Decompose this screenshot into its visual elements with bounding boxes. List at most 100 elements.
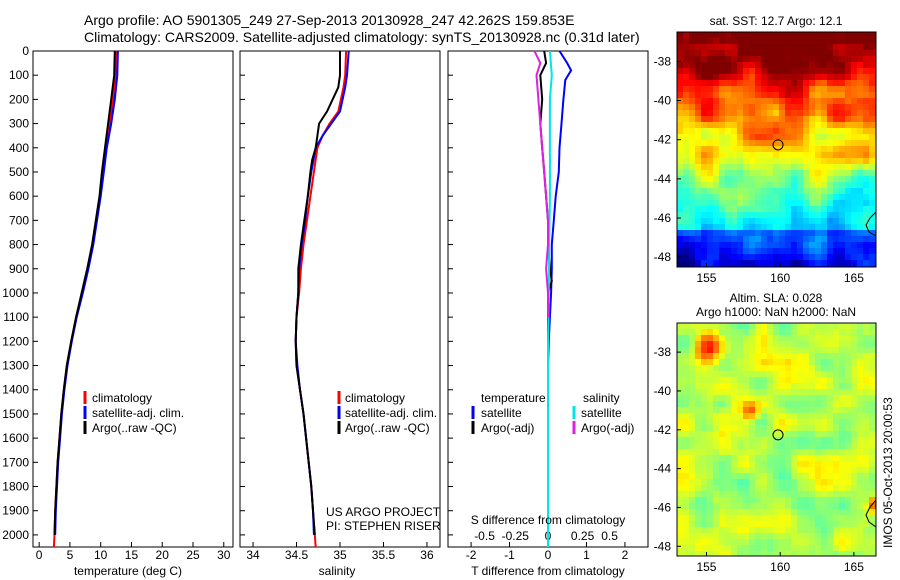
heatmap-cell (833, 359, 840, 366)
heatmap-cell (683, 515, 690, 522)
heatmap-cell (677, 413, 684, 420)
heatmap-cell (845, 152, 852, 159)
heatmap-cell (863, 473, 870, 480)
heatmap-cell (845, 425, 852, 432)
heatmap-cell (731, 128, 738, 135)
heatmap-cell (803, 146, 810, 153)
heatmap-cell (725, 533, 732, 540)
heatmap-cell (755, 431, 762, 438)
heatmap-cell (779, 509, 786, 516)
heatmap-cell (725, 140, 732, 147)
heatmap-cell (707, 170, 714, 177)
heatmap-cell (851, 515, 858, 522)
heatmap-cell (737, 86, 744, 93)
heatmap-cell (719, 503, 726, 510)
heatmap-cell (701, 158, 708, 165)
heatmap-cell (695, 335, 702, 342)
heatmap-cell (785, 80, 792, 87)
heatmap-cell (803, 551, 810, 556)
heatmap-cell (755, 224, 762, 231)
heatmap-cell (797, 353, 804, 360)
heatmap-cell (821, 50, 828, 57)
sla-map-frame (676, 322, 877, 557)
heatmap-cell (767, 503, 774, 510)
heatmap-cell (677, 533, 684, 540)
heatmap-cell (677, 260, 684, 267)
heatmap-cell (689, 56, 696, 63)
heatmap-cell (839, 509, 846, 516)
heatmap-cell (773, 152, 780, 159)
heatmap-cell (737, 443, 744, 450)
heatmap-cell (701, 533, 708, 540)
heatmap-cell (857, 122, 864, 129)
heatmap-cell (731, 254, 738, 261)
heatmap-cell (677, 80, 684, 87)
heatmap-cell (803, 38, 810, 45)
heatmap-cell (689, 407, 696, 414)
legend-label-sal-satellite: satellite (581, 406, 622, 420)
heatmap-cell (701, 248, 708, 255)
heatmap-cell (809, 413, 816, 420)
heatmap-cell (743, 467, 750, 474)
heatmap-cell (797, 413, 804, 420)
heatmap-cell (677, 335, 684, 342)
heatmap-cell (815, 110, 822, 117)
heatmap-cell (797, 248, 804, 255)
heatmap-cell (755, 515, 762, 522)
heatmap-cell (677, 341, 684, 348)
heatmap-cell (785, 389, 792, 396)
heatmap-cell (683, 122, 690, 129)
heatmap-cell (851, 236, 858, 243)
heatmap-cell (701, 50, 708, 57)
heatmap-cell (857, 467, 864, 474)
heatmap-cell (851, 443, 858, 450)
heatmap-cell (749, 479, 756, 486)
heatmap-cell (869, 335, 876, 342)
heatmap-cell (821, 533, 828, 540)
heatmap-cell (779, 170, 786, 177)
heatmap-cell (857, 140, 864, 147)
heatmap-cell (857, 188, 864, 195)
heatmap-cell (737, 128, 744, 135)
heatmap-cell (779, 473, 786, 480)
heatmap-cell (791, 431, 798, 438)
heatmap-cell (839, 218, 846, 225)
heatmap-cell (869, 260, 876, 267)
heatmap-cell (677, 479, 684, 486)
heatmap-cell (845, 545, 852, 552)
heatmap-cell (827, 371, 834, 378)
heatmap-cell (791, 236, 798, 243)
heatmap-cell (803, 515, 810, 522)
heatmap-cell (863, 50, 870, 57)
x-tick-label: 2 (622, 548, 629, 562)
heatmap-cell (863, 383, 870, 390)
heatmap-cell (845, 212, 852, 219)
heatmap-cell (851, 473, 858, 480)
heatmap-cell (815, 527, 822, 534)
heatmap-cell (857, 383, 864, 390)
heatmap-cell (767, 461, 774, 468)
heatmap-cell (779, 491, 786, 498)
heatmap-cell (797, 242, 804, 249)
heatmap-cell (779, 383, 786, 390)
heatmap-cell (755, 62, 762, 69)
heatmap-cell (689, 383, 696, 390)
heatmap-cell (689, 218, 696, 225)
heatmap-cell (689, 140, 696, 147)
heatmap-cell (857, 323, 864, 330)
heatmap-cell (755, 503, 762, 510)
heatmap-cell (785, 335, 792, 342)
heatmap-cell (677, 383, 684, 390)
heatmap-cell (689, 521, 696, 528)
heatmap-cell (797, 347, 804, 354)
heatmap-cell (713, 377, 720, 384)
heatmap-cell (839, 164, 846, 171)
heatmap-cell (707, 128, 714, 135)
heatmap-cell (803, 134, 810, 141)
heatmap-cell (773, 371, 780, 378)
heatmap-cell (791, 92, 798, 99)
heatmap-cell (689, 104, 696, 111)
heatmap-cell (815, 491, 822, 498)
heatmap-cell (869, 401, 876, 408)
heatmap-cell (821, 485, 828, 492)
